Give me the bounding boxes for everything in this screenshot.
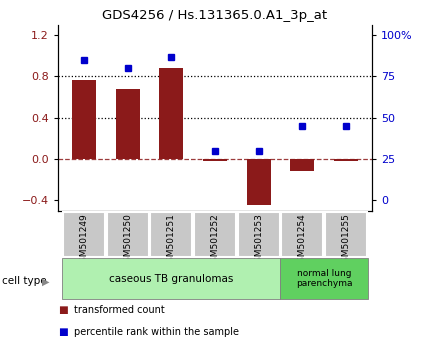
Bar [72, 80, 96, 159]
Text: GSM501253: GSM501253 [254, 213, 263, 268]
Text: percentile rank within the sample: percentile rank within the sample [74, 327, 240, 337]
Bar [280, 258, 368, 299]
Text: cell type: cell type [2, 276, 47, 286]
Bar [334, 159, 358, 161]
Text: GSM501252: GSM501252 [211, 213, 219, 268]
FancyBboxPatch shape [63, 212, 105, 257]
Text: ■: ■ [58, 327, 68, 337]
Text: GSM501254: GSM501254 [298, 213, 307, 268]
Bar [290, 159, 314, 171]
Bar [62, 258, 280, 299]
FancyBboxPatch shape [107, 212, 149, 257]
FancyBboxPatch shape [238, 212, 280, 257]
Bar [116, 89, 140, 159]
Text: ■: ■ [58, 305, 68, 315]
Text: GSM501249: GSM501249 [80, 213, 89, 268]
Bar [247, 159, 270, 205]
FancyBboxPatch shape [194, 212, 236, 257]
Text: normal lung
parenchyma: normal lung parenchyma [296, 269, 352, 289]
Text: GDS4256 / Hs.131365.0.A1_3p_at: GDS4256 / Hs.131365.0.A1_3p_at [102, 9, 328, 22]
FancyBboxPatch shape [150, 212, 192, 257]
Text: GSM501250: GSM501250 [123, 213, 132, 268]
Bar [160, 68, 183, 159]
Text: GSM501255: GSM501255 [341, 213, 350, 268]
Text: ▶: ▶ [42, 276, 49, 286]
Text: caseous TB granulomas: caseous TB granulomas [109, 274, 233, 284]
FancyBboxPatch shape [325, 212, 367, 257]
Text: GSM501251: GSM501251 [167, 213, 176, 268]
Text: transformed count: transformed count [74, 305, 165, 315]
Bar [203, 159, 227, 161]
FancyBboxPatch shape [281, 212, 323, 257]
